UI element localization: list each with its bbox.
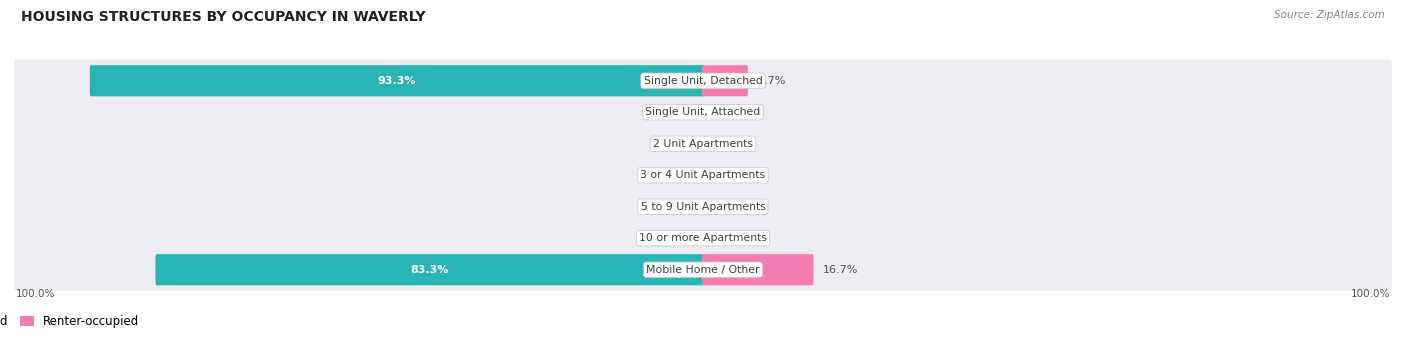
Text: Source: ZipAtlas.com: Source: ZipAtlas.com <box>1274 10 1385 20</box>
Text: 0.0%: 0.0% <box>713 233 740 243</box>
FancyBboxPatch shape <box>14 91 1392 133</box>
FancyBboxPatch shape <box>156 254 704 285</box>
FancyBboxPatch shape <box>14 217 1392 259</box>
Text: HOUSING STRUCTURES BY OCCUPANCY IN WAVERLY: HOUSING STRUCTURES BY OCCUPANCY IN WAVER… <box>21 10 426 24</box>
Text: 0.0%: 0.0% <box>713 202 740 212</box>
Text: 2 Unit Apartments: 2 Unit Apartments <box>652 139 754 149</box>
FancyBboxPatch shape <box>14 123 1392 165</box>
Text: 93.3%: 93.3% <box>378 76 416 86</box>
Text: 0.0%: 0.0% <box>666 233 693 243</box>
Text: 0.0%: 0.0% <box>666 170 693 180</box>
Text: 0.0%: 0.0% <box>666 107 693 117</box>
Text: 0.0%: 0.0% <box>666 139 693 149</box>
Text: 100.0%: 100.0% <box>15 289 55 299</box>
Text: Single Unit, Detached: Single Unit, Detached <box>644 76 762 86</box>
Text: 0.0%: 0.0% <box>713 107 740 117</box>
Text: 0.0%: 0.0% <box>713 139 740 149</box>
FancyBboxPatch shape <box>14 60 1392 102</box>
Text: Mobile Home / Other: Mobile Home / Other <box>647 265 759 275</box>
Text: Single Unit, Attached: Single Unit, Attached <box>645 107 761 117</box>
Text: 3 or 4 Unit Apartments: 3 or 4 Unit Apartments <box>641 170 765 180</box>
FancyBboxPatch shape <box>14 249 1392 291</box>
Text: 16.7%: 16.7% <box>823 265 858 275</box>
FancyBboxPatch shape <box>14 154 1392 196</box>
Text: 6.7%: 6.7% <box>756 76 785 86</box>
FancyBboxPatch shape <box>702 65 748 96</box>
Legend: Owner-occupied, Renter-occupied: Owner-occupied, Renter-occupied <box>0 315 139 328</box>
Text: 83.3%: 83.3% <box>411 265 449 275</box>
FancyBboxPatch shape <box>702 254 814 285</box>
Text: 0.0%: 0.0% <box>713 170 740 180</box>
Text: 5 to 9 Unit Apartments: 5 to 9 Unit Apartments <box>641 202 765 212</box>
Text: 0.0%: 0.0% <box>666 202 693 212</box>
FancyBboxPatch shape <box>90 65 704 96</box>
FancyBboxPatch shape <box>14 186 1392 228</box>
Text: 10 or more Apartments: 10 or more Apartments <box>638 233 768 243</box>
Text: 100.0%: 100.0% <box>1351 289 1391 299</box>
